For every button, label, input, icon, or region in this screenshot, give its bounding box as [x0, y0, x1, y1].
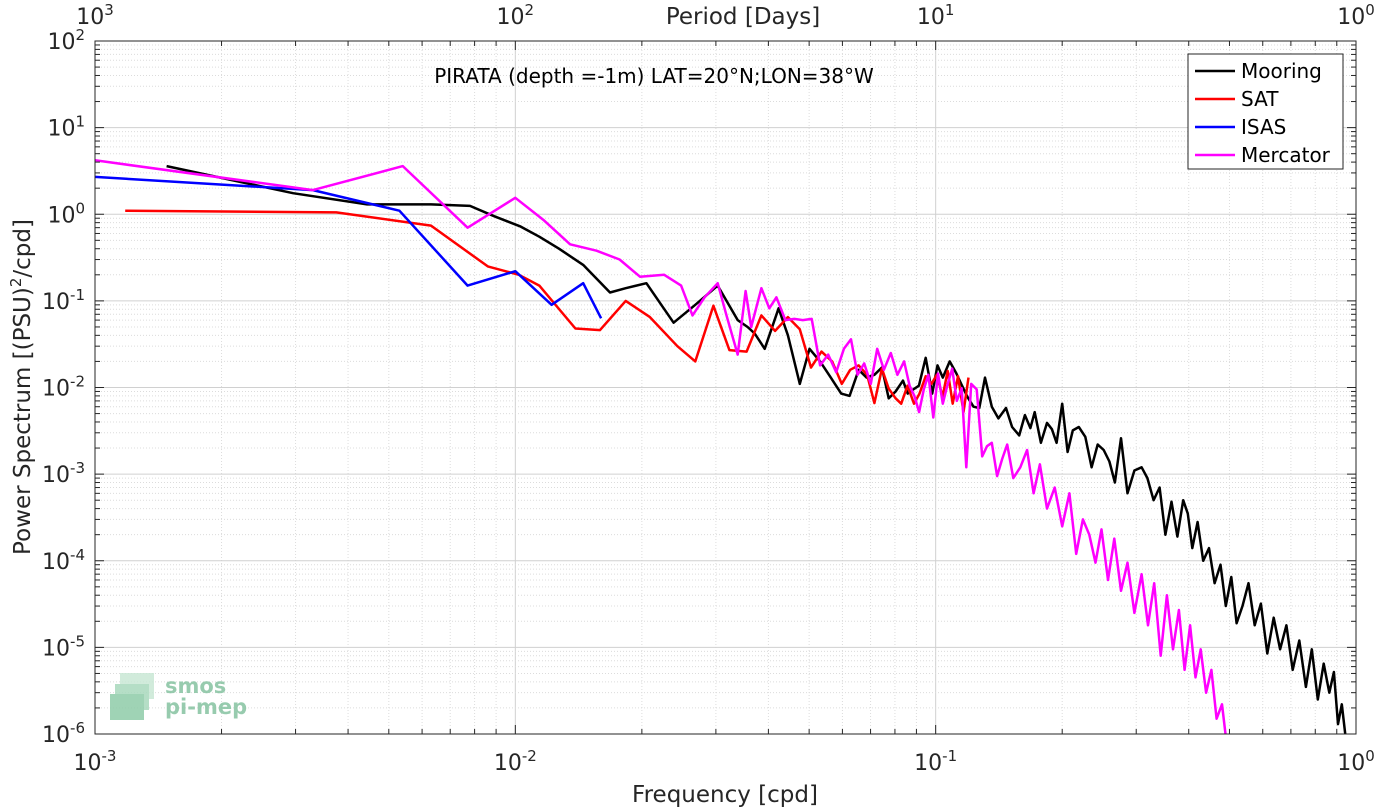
y-tick-label: 102: [47, 26, 85, 55]
y-tick-label: 10-2: [42, 373, 85, 402]
top-x-axis-title: Period [Days]: [666, 4, 820, 30]
legend: Mooring SAT ISAS Mercator: [1187, 53, 1344, 170]
legend-box: [1187, 53, 1344, 170]
legend-label: ISAS: [1241, 115, 1286, 139]
chart-title: PIRATA (depth =-1m) LAT=20°N;LON=38°W: [434, 64, 874, 88]
legend-label: Mooring: [1241, 59, 1322, 83]
series-line-mooring: [166, 164, 1347, 734]
smos-pi-mep-logo: smos pi-mep: [110, 673, 247, 720]
legend-label: Mercator: [1241, 143, 1331, 167]
legend-label: SAT: [1241, 87, 1279, 111]
top-x-tick-label: 100: [1337, 1, 1375, 30]
series-line-mercator: [95, 159, 1227, 734]
logo-layer-icon: [110, 694, 144, 720]
y-tick-label: 100: [47, 199, 85, 228]
logo-line2: pi-mep: [165, 695, 247, 719]
series-lines: [95, 159, 1347, 734]
x-tick-label: 10-1: [914, 747, 957, 776]
top-x-tick-label: 101: [917, 1, 955, 30]
y-tick-label: 10-4: [42, 546, 85, 575]
x-axis-title: Frequency [cpd]: [632, 782, 818, 808]
y-tick-label: 10-5: [42, 632, 85, 661]
series-line-isas: [95, 175, 603, 319]
x-tick-label: 10-3: [74, 747, 117, 776]
y-tick-label: 10-1: [42, 286, 85, 315]
top-x-tick-label: 102: [497, 1, 535, 30]
y-tick-label: 101: [47, 113, 85, 142]
logo-line1: smos: [165, 674, 226, 698]
x-tick-label: 10-2: [494, 747, 537, 776]
x-tick-label: 100: [1337, 747, 1375, 776]
y-axis-title: Power Spectrum [(PSU)2/cpd]: [7, 219, 36, 555]
y-tick-label: 10-3: [42, 459, 85, 488]
top-x-tick-label: 103: [76, 1, 114, 30]
y-tick-label: 10-6: [42, 719, 85, 748]
tick-marks: [94, 40, 1357, 735]
